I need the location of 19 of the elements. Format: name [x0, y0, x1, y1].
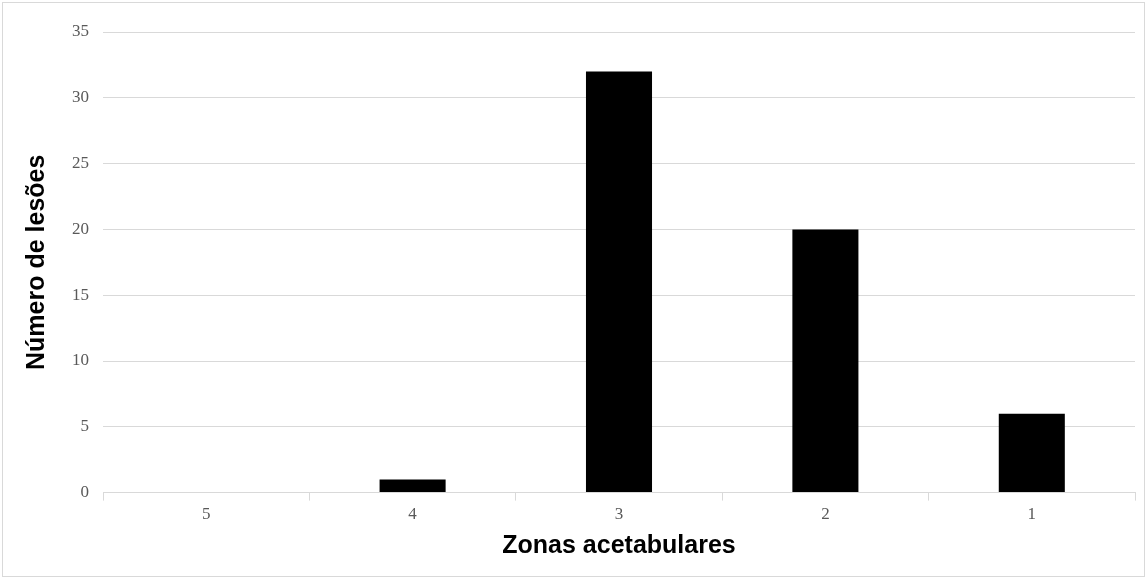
y-tick-label: 20 [72, 218, 89, 238]
y-tick-label: 25 [72, 153, 89, 173]
y-tick-label: 35 [72, 21, 89, 41]
x-tick-label: 1 [1027, 504, 1037, 524]
x-tick-label: 3 [614, 504, 624, 524]
x-tick-label: 4 [408, 504, 418, 524]
y-tick-label: 30 [72, 87, 89, 107]
y-tick-label: 15 [72, 284, 89, 304]
x-axis-title: Zonas acetabulares [502, 529, 736, 558]
bar [792, 229, 859, 493]
y-axis-title: Número de lesões [20, 154, 49, 370]
x-tick-label: 5 [201, 504, 211, 524]
x-tick-label: 2 [821, 504, 830, 524]
bar [998, 413, 1065, 493]
bar [585, 71, 653, 493]
y-tick-label: 10 [72, 350, 89, 370]
y-tick-label: 5 [80, 416, 89, 436]
bar [379, 479, 446, 493]
y-tick-label: 0 [80, 482, 89, 502]
